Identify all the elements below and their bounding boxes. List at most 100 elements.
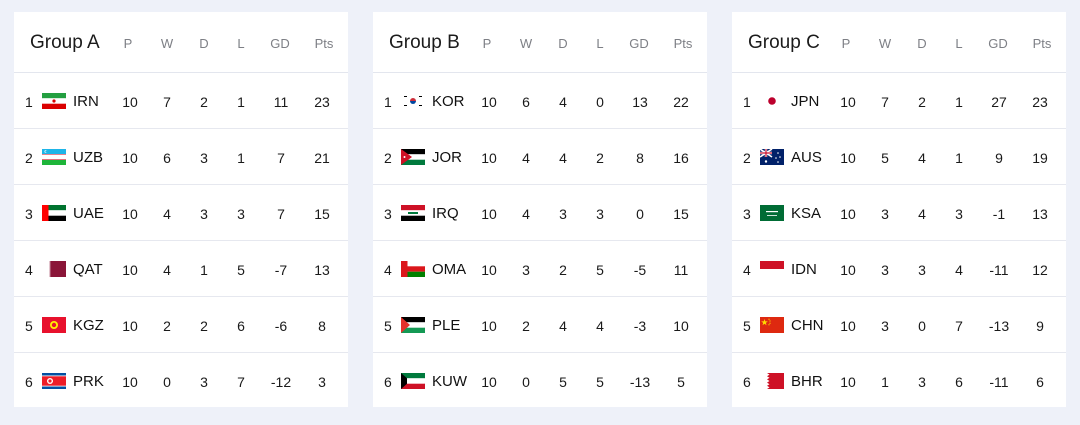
column-header-pts: Pts [673,36,693,51]
group-title: Group A [30,32,100,53]
cell-p: 10 [122,206,138,222]
cell-w: 6 [522,94,530,110]
cell-l: 2 [596,150,604,166]
column-header-p: P [841,36,851,51]
rank: 4 [384,262,392,278]
uae-flag-icon [42,205,66,221]
column-header-gd: GD [270,36,290,51]
cell-p: 10 [840,262,856,278]
rank: 5 [743,318,751,334]
cell-gd: -13 [629,374,651,390]
table-row: 1 IRN 10 7 2 1 11 23 [14,73,348,129]
column-header-pts: Pts [1032,36,1052,51]
cell-gd: 7 [277,206,285,222]
cell-gd: -6 [274,318,288,334]
cell-p: 10 [481,206,497,222]
cell-gd: 7 [277,150,285,166]
cell-d: 2 [918,94,926,110]
column-header-p: P [123,36,133,51]
cell-d: 2 [200,94,208,110]
south-korea-flag-icon [401,93,425,109]
cell-p: 10 [840,318,856,334]
group-header: Group A P W D L GD Pts [14,12,348,73]
rank: 3 [743,206,751,222]
team-code: PLE [432,317,461,334]
cell-d: 3 [559,206,567,222]
cell-d: 5 [559,374,567,390]
cell-d: 4 [918,206,926,222]
cell-pts: 22 [673,94,689,110]
table-row: 2 JOR 10 4 4 2 8 16 [373,129,707,185]
cell-p: 10 [840,374,856,390]
cell-p: 10 [122,374,138,390]
cell-pts: 15 [314,206,330,222]
cell-gd: -7 [274,262,288,278]
team-code: KGZ [73,317,104,334]
palestine-flag-icon [401,317,425,333]
cell-pts: 16 [673,150,689,166]
column-header-l: L [237,36,245,51]
cell-d: 4 [559,94,567,110]
saudi-arabia-flag-icon [760,205,784,221]
column-header-w: W [160,36,174,51]
team-code: UAE [73,205,104,222]
table-row: 6 KUW 10 0 5 5 -13 5 [373,353,707,408]
group-header: Group B P W D L GD Pts [373,12,707,73]
group-title: Group B [389,32,460,53]
cell-pts: 10 [673,318,689,334]
cell-pts: 12 [1032,262,1048,278]
cell-w: 2 [163,318,171,334]
group-title: Group C [748,32,820,53]
team-code: KOR [432,93,465,110]
cell-pts: 15 [673,206,689,222]
cell-gd: 8 [636,150,644,166]
column-header-gd: GD [629,36,649,51]
rank: 2 [25,150,33,166]
cell-gd: -11 [989,374,1009,390]
cell-p: 10 [122,94,138,110]
cell-pts: 21 [314,150,330,166]
table-row: 3 KSA 10 3 4 3 -1 13 [732,185,1066,241]
cell-w: 3 [522,262,530,278]
rank: 1 [25,94,33,110]
uzbekistan-flag-icon [42,149,66,165]
team-code: AUS [791,149,822,166]
team-code: OMA [432,261,467,278]
team-code: KSA [791,205,822,222]
team-code: JPN [791,93,820,110]
cell-p: 10 [481,94,497,110]
group-header: Group C P W D L GD Pts [732,12,1066,73]
cell-l: 1 [237,150,245,166]
cell-gd: 11 [273,94,289,110]
cell-gd: 27 [991,94,1007,110]
cell-l: 4 [596,318,604,334]
cell-p: 10 [840,150,856,166]
cell-l: 1 [955,150,963,166]
north-korea-flag-icon [42,373,66,389]
column-header-l: L [955,36,963,51]
cell-w: 0 [522,374,530,390]
team-code: QAT [73,261,103,278]
rank: 6 [384,374,392,390]
team-code: BHR [791,373,823,390]
cell-l: 5 [237,262,245,278]
cell-pts: 23 [1032,94,1048,110]
cell-gd: -5 [633,262,647,278]
cell-l: 6 [955,374,963,390]
cell-pts: 11 [673,262,689,278]
cell-d: 4 [559,150,567,166]
column-header-w: W [519,36,533,51]
cell-d: 0 [918,318,926,334]
cell-p: 10 [840,94,856,110]
cell-l: 0 [596,94,604,110]
team-code: IRQ [432,205,459,222]
indonesia-flag-icon [760,261,784,277]
cell-pts: 19 [1032,150,1048,166]
table-row: 5 KGZ 10 2 2 6 -6 8 [14,297,348,353]
rank: 5 [25,318,33,334]
iraq-flag-icon [401,205,425,221]
table-row: 1 JPN 10 7 2 1 27 23 [732,73,1066,129]
cell-d: 3 [918,374,926,390]
table-row: 6 PRK 10 0 3 7 -12 3 [14,353,348,408]
cell-l: 4 [955,262,963,278]
